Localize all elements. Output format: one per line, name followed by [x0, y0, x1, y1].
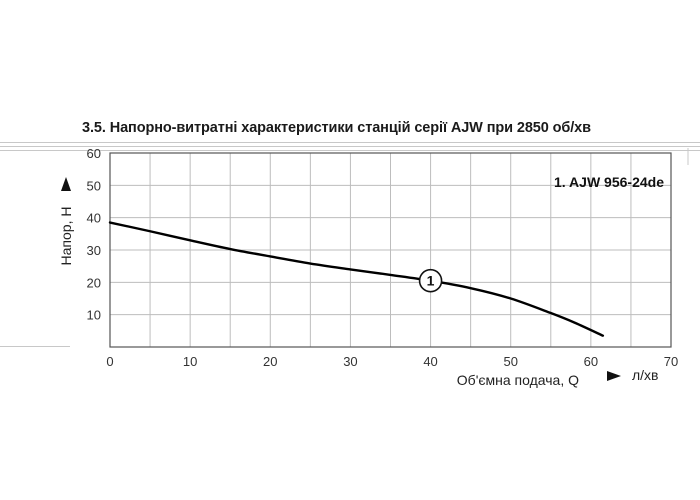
x-tick-label-10: 10 [183, 354, 197, 369]
grid [110, 153, 671, 347]
x-tick-label-30: 30 [343, 354, 357, 369]
y-axis-arrow-icon [61, 177, 71, 191]
y-tick-label-20: 20 [87, 275, 101, 290]
x-axis-unit: л/хв [632, 367, 659, 383]
y-tick-label-50: 50 [87, 178, 101, 193]
x-tick-label-60: 60 [584, 354, 598, 369]
x-axis-arrow-icon [607, 371, 621, 381]
x-axis-label: Об'ємна подача, Q [457, 372, 579, 388]
plot-border [109, 152, 672, 348]
series-line-1 [108, 221, 605, 337]
x-tick-label-0: 0 [106, 354, 113, 369]
series-marker-label: 1 [427, 273, 435, 289]
series-group: 1 [108, 221, 605, 337]
y-tick-label-60: 60 [87, 146, 101, 161]
x-tick-label-20: 20 [263, 354, 277, 369]
y-axis-label: Напор, Н [58, 207, 74, 266]
decorative-rules [0, 142, 700, 347]
chart-title: 3.5. Напорно-витратні характеристики ста… [82, 120, 591, 136]
plot-frame [109, 152, 672, 348]
y-tick-label-30: 30 [87, 243, 101, 258]
x-tick-label-50: 50 [503, 354, 517, 369]
x-tick-label-70: 70 [664, 354, 678, 369]
tick-labels: 0 10 20 30 40 50 60 70 10 20 30 40 50 60 [87, 146, 679, 369]
y-tick-label-40: 40 [87, 211, 101, 226]
axis-labels: Об'ємна подача, Q л/хв Напор, Н 1. AJW 9… [58, 174, 664, 388]
x-tick-label-40: 40 [423, 354, 437, 369]
y-tick-label-10: 10 [87, 308, 101, 323]
series-marker-circle [418, 268, 443, 293]
legend-entry: 1. AJW 956-24de [554, 174, 664, 190]
